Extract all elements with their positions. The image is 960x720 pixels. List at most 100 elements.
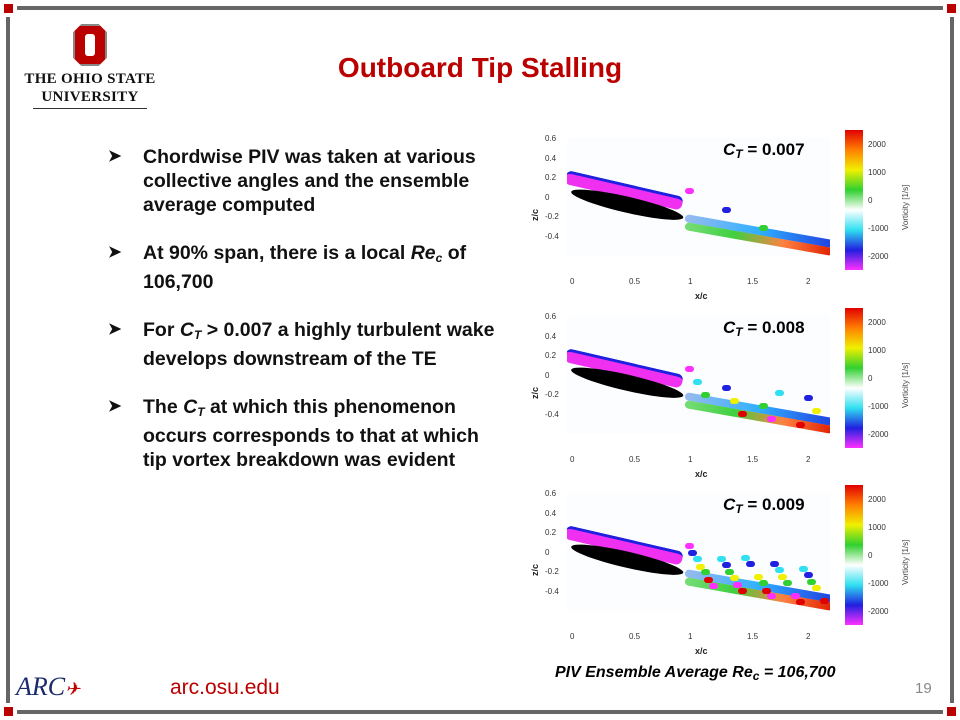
y-axis-label: z/c bbox=[530, 208, 541, 222]
y-tick: 0 bbox=[545, 192, 550, 202]
colorbar-label: Vorticity [1/s] bbox=[901, 184, 910, 230]
corner-square bbox=[947, 707, 956, 716]
corner-square bbox=[4, 707, 13, 716]
page-number: 19 bbox=[915, 680, 932, 697]
vortex-blob bbox=[767, 593, 776, 600]
x-axis-label: x/c bbox=[695, 291, 708, 301]
y-tick: -0.2 bbox=[545, 390, 559, 399]
bullet-text: The CT at which this phenomenon occurs c… bbox=[143, 396, 479, 471]
vortex-blob bbox=[812, 585, 821, 592]
colorbar-tick: -2000 bbox=[868, 607, 889, 616]
vortex-blob bbox=[770, 560, 779, 567]
vortex-blob bbox=[791, 592, 800, 599]
vortex-blob bbox=[722, 561, 731, 568]
vortex-blob bbox=[685, 366, 694, 372]
block-o-icon bbox=[73, 24, 107, 66]
vortex-blob bbox=[717, 555, 726, 562]
arrow-bullet-icon: ➤ bbox=[108, 244, 122, 261]
vortex-blob bbox=[685, 188, 694, 194]
y-tick: -0.2 bbox=[545, 212, 559, 221]
vortex-blob bbox=[775, 566, 784, 573]
corner-square bbox=[947, 4, 956, 13]
y-tick: 0.2 bbox=[545, 173, 557, 182]
vortex-blob bbox=[759, 580, 768, 587]
y-tick: 0.4 bbox=[545, 153, 557, 163]
vortex-blob bbox=[783, 579, 792, 586]
vortex-blob bbox=[820, 598, 829, 605]
arc-logo: ARC✈ bbox=[16, 672, 81, 701]
logo-line1: THE OHIO STATE bbox=[24, 71, 156, 87]
vortex-blob bbox=[807, 579, 816, 586]
x-tick: 1.5 bbox=[747, 455, 759, 464]
vortex-blob bbox=[746, 561, 755, 568]
plot-area bbox=[567, 493, 830, 611]
arrow-bullet-icon: ➤ bbox=[108, 148, 122, 165]
bullet-text: Chordwise PIV was taken at various colle… bbox=[143, 146, 476, 216]
vortex-blob bbox=[796, 421, 805, 428]
vortex-blob bbox=[701, 569, 710, 576]
footer-link[interactable]: arc.osu.edu bbox=[170, 676, 280, 699]
bullet-text: For CT > 0.007 a highly turbulent wake d… bbox=[143, 319, 495, 370]
colorbar-label: Vorticity [1/s] bbox=[901, 362, 910, 408]
y-tick: 0.4 bbox=[545, 508, 557, 518]
x-tick: 1 bbox=[688, 632, 693, 641]
x-axis-label: x/c bbox=[695, 646, 708, 656]
y-tick: -0.4 bbox=[545, 231, 559, 241]
y-tick: 0.6 bbox=[545, 134, 557, 143]
x-tick: 2 bbox=[806, 277, 811, 286]
vortex-blob bbox=[693, 556, 702, 563]
bullet-item: ➤ Chordwise PIV was taken at various coll… bbox=[108, 145, 508, 217]
thrust-coefficient-label: CT = 0.009 bbox=[723, 495, 805, 516]
vortex-blob bbox=[762, 587, 771, 594]
logo-line2: UNIVERSITY bbox=[33, 88, 147, 109]
bullet-item: ➤ The CT at which this phenomenon occurs … bbox=[108, 395, 508, 472]
vortex-blob bbox=[738, 587, 747, 594]
vortex-blob bbox=[804, 571, 813, 578]
vortex-blob bbox=[812, 408, 821, 415]
vortex-blob bbox=[704, 576, 713, 583]
y-tick: 0 bbox=[545, 370, 550, 380]
y-tick: 0.6 bbox=[545, 489, 557, 498]
colorbar bbox=[845, 130, 863, 270]
arrow-bullet-icon: ➤ bbox=[108, 398, 122, 415]
bullet-item: ➤ At 90% span, there is a local Rec of 10… bbox=[108, 241, 508, 294]
vorticity-plot: 0.6 0.4 0.2 0 -0.2 -0.4 0 0.5 1 1.5 2 x/c z/c 2000 100… bbox=[525, 130, 925, 305]
vortex-blob bbox=[804, 394, 813, 401]
vortex-blob bbox=[796, 598, 805, 605]
vortex-blob bbox=[730, 397, 739, 404]
vortex-blob bbox=[693, 379, 702, 386]
vorticity-plot: 0.6 0.4 0.2 0 -0.2 -0.4 0 0.5 1 1.5 2 x/c z/c 2000 100… bbox=[525, 485, 925, 660]
vortex-blob bbox=[778, 573, 787, 580]
vortex-blob bbox=[799, 566, 808, 573]
colorbar-tick: -1000 bbox=[868, 402, 889, 411]
x-tick: 0 bbox=[570, 277, 575, 286]
x-tick: 0.5 bbox=[629, 277, 641, 286]
x-tick: 1.5 bbox=[747, 632, 759, 641]
plot-area bbox=[567, 316, 830, 434]
bullet-text: At 90% span, there is a local Rec of 106… bbox=[143, 242, 467, 293]
x-tick: 1.5 bbox=[747, 277, 759, 286]
colorbar-tick: 0 bbox=[868, 551, 873, 560]
bottom-border bbox=[17, 710, 943, 714]
colorbar-tick: 2000 bbox=[868, 495, 886, 504]
vortex-blob bbox=[701, 392, 710, 399]
right-border bbox=[950, 17, 954, 703]
x-tick: 2 bbox=[806, 632, 811, 641]
x-tick: 2 bbox=[806, 455, 811, 464]
colorbar-tick: -2000 bbox=[868, 430, 889, 439]
colorbar-tick: 1000 bbox=[868, 346, 886, 355]
top-border bbox=[17, 6, 943, 10]
x-tick: 0 bbox=[570, 455, 575, 464]
vortex-blob bbox=[725, 569, 734, 575]
plot-area bbox=[567, 138, 830, 256]
vortex-blob bbox=[722, 384, 731, 391]
vortex-blob bbox=[754, 574, 763, 581]
vortex-blob bbox=[696, 563, 705, 570]
colorbar-tick: 1000 bbox=[868, 168, 886, 177]
y-tick: 0.6 bbox=[545, 312, 557, 321]
y-tick: -0.2 bbox=[545, 567, 559, 576]
x-tick: 1 bbox=[688, 277, 693, 286]
bullet-item: ➤ For CT > 0.007 a highly turbulent wake … bbox=[108, 318, 508, 371]
colorbar-tick: 2000 bbox=[868, 140, 886, 149]
jet-icon: ✈ bbox=[65, 679, 81, 699]
